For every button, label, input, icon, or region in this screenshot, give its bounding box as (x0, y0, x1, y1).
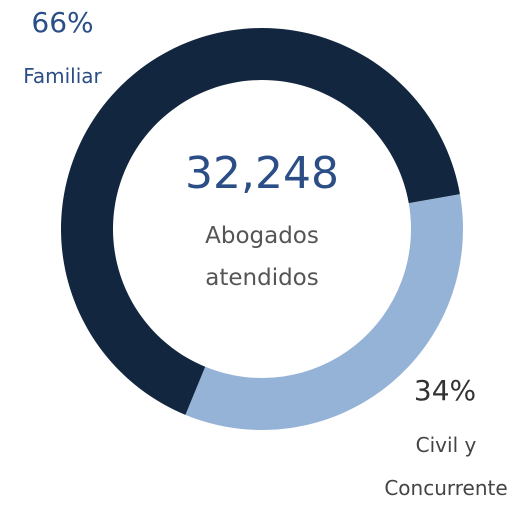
donut-slice (185, 194, 464, 430)
slice-category-label: Familiar (23, 64, 102, 88)
center-value: 32,248 (185, 148, 339, 199)
slice-category-label: Civil y Concurrente (384, 433, 508, 500)
center-caption: Abogados atendidos (205, 223, 319, 291)
slice-value-label: 66% (31, 6, 94, 39)
slice-value-label: 34% (413, 374, 477, 407)
